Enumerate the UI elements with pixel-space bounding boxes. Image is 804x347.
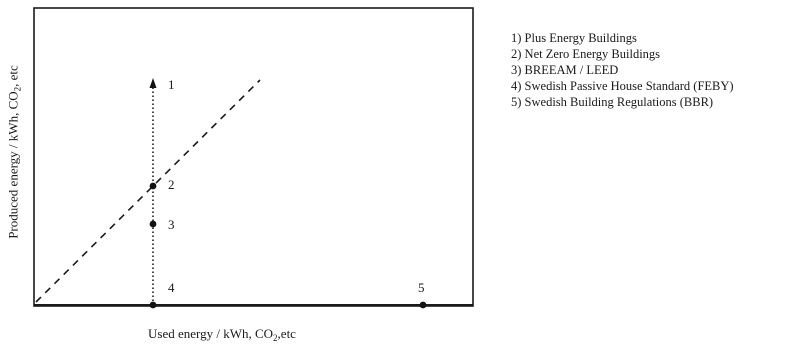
y-axis-label: Produced energy / kWh, CO2, etc (6, 65, 23, 239)
legend-item-passive-house: 4) Swedish Passive House Standard (FEBY) (511, 79, 734, 93)
point-4-marker (149, 301, 157, 309)
legend-item-breeam-leed: 3) BREEAM / LEED (511, 63, 619, 77)
point-3-label: 3 (168, 217, 175, 232)
net-zero-diagonal (35, 79, 261, 303)
point-2-label: 2 (168, 177, 175, 192)
legend-item-plus-energy: 1) Plus Energy Buildings (511, 31, 637, 45)
point-1-arrowhead (149, 78, 157, 88)
legend: 1) Plus Energy Buildings 2) Net Zero Ene… (511, 30, 734, 110)
x-axis-label-subscript: 2 (273, 333, 278, 343)
point-1-label: 1 (168, 77, 175, 92)
plot-frame (33, 7, 474, 307)
point-5-marker (419, 301, 427, 309)
x-axis-label-suffix: ,etc (277, 326, 296, 341)
x-axis-label: Used energy / kWh, CO2,etc (148, 326, 296, 343)
y-axis-label-subscript: 2 (12, 86, 23, 92)
legend-item-building-regulations: 5) Swedish Building Regulations (BBR) (511, 95, 714, 109)
point-5-label: 5 (418, 280, 425, 295)
y-axis-label-main: Produced energy / kWh, CO (5, 91, 21, 239)
legend-item-net-zero: 2) Net Zero Energy Buildings (511, 47, 661, 61)
point-2-marker (149, 182, 157, 190)
point-3-marker (149, 220, 157, 228)
point-4-label: 4 (168, 280, 175, 295)
x-axis-label-main: Used energy / kWh, CO (148, 326, 274, 341)
y-axis-label-suffix: , etc (5, 65, 21, 87)
